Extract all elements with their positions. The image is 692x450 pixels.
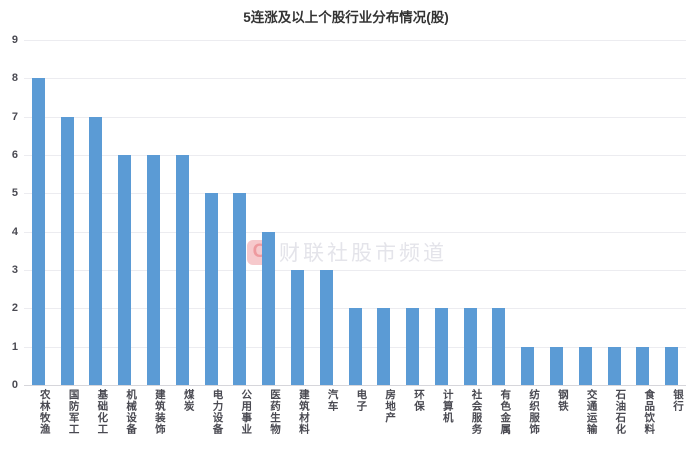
bar xyxy=(31,78,45,385)
plot-area xyxy=(24,40,686,386)
x-axis-category-label: 公用事业 xyxy=(240,389,253,435)
bar xyxy=(348,308,362,385)
x-axis-category-label: 农林牧渔 xyxy=(38,389,51,435)
bar xyxy=(665,346,679,385)
bar xyxy=(204,193,218,385)
bar xyxy=(60,116,74,385)
bar xyxy=(463,308,477,385)
x-axis-category-label: 环保 xyxy=(412,389,425,412)
bar xyxy=(607,346,621,385)
x-axis-category-label: 煤炭 xyxy=(182,389,195,412)
y-axis-tick-label: 0 xyxy=(11,379,18,391)
bar xyxy=(406,308,420,385)
y-axis-tick-label: 3 xyxy=(11,264,18,276)
y-axis-tick-label: 7 xyxy=(11,110,18,123)
bar xyxy=(319,270,333,385)
watermark: C 财联社股市频道 xyxy=(247,237,447,267)
y-axis-tick-label: 2 xyxy=(11,302,18,315)
bar xyxy=(262,231,276,385)
gridline xyxy=(24,40,686,41)
gridline xyxy=(24,78,686,80)
y-axis-tick-label: 5 xyxy=(11,187,18,200)
x-axis-category-label: 有色金属 xyxy=(499,389,512,435)
x-axis-category-label: 计算机 xyxy=(441,389,454,424)
bar xyxy=(636,346,650,385)
y-axis-tick-label: 6 xyxy=(11,149,18,161)
gridline xyxy=(24,270,686,271)
x-axis-category-label: 汽车 xyxy=(326,389,339,412)
bar xyxy=(147,155,161,385)
bar xyxy=(89,116,103,385)
x-axis-category-label: 基础化工 xyxy=(96,389,109,435)
gridline xyxy=(24,116,686,118)
y-axis-tick-label: 9 xyxy=(11,34,18,46)
x-axis-category-label: 建筑材料 xyxy=(297,389,310,435)
bar xyxy=(578,346,592,385)
y-axis-tick-label: 8 xyxy=(11,72,18,85)
gridline xyxy=(24,231,686,233)
x-axis-category-label: 电子 xyxy=(355,389,368,412)
gridline xyxy=(24,155,686,156)
x-axis-category-label: 房地产 xyxy=(384,389,397,424)
y-axis-tick-label: 4 xyxy=(11,225,18,238)
watermark-text: 财联社股市频道 xyxy=(279,242,447,265)
x-axis-category-label: 医药生物 xyxy=(269,389,282,435)
bar xyxy=(492,308,506,385)
x-axis-category-label: 建筑装饰 xyxy=(153,389,166,435)
bar xyxy=(377,308,391,385)
x-axis-category-label: 纺织服饰 xyxy=(528,389,541,435)
x-axis-category-label: 机械设备 xyxy=(125,389,138,435)
bar xyxy=(290,270,304,385)
bar xyxy=(118,155,132,385)
x-axis-category-label: 社会服务 xyxy=(470,389,483,435)
bar xyxy=(434,308,448,385)
bar xyxy=(233,193,247,385)
bar xyxy=(521,346,535,385)
x-axis-category-label: 银行 xyxy=(671,389,684,412)
x-axis-line xyxy=(24,385,686,386)
y-axis-tick-label: 1 xyxy=(11,340,18,353)
x-axis-category-label: 电力设备 xyxy=(211,389,224,435)
chart-title: 5连涨及以上个股行业分布情况(股) xyxy=(243,10,449,25)
x-axis-category-label: 钢铁 xyxy=(556,389,569,412)
x-axis-category-label: 石油石化 xyxy=(614,389,627,435)
x-axis: 农林牧渔 国防军工 基础化工 机械设备 建筑装饰 煤炭 电力设备 公用事业 医药生物 建筑材料 汽车… xyxy=(24,389,686,449)
bar xyxy=(175,155,189,385)
x-axis-category-label: 国防军工 xyxy=(67,389,80,435)
x-axis-category-label: 交通运输 xyxy=(585,389,598,435)
gridline xyxy=(24,193,686,195)
x-axis-category-label: 食品饮料 xyxy=(643,389,656,435)
bar xyxy=(549,346,563,385)
y-axis: 0 1 2 3 4 5 6 7 8 9 xyxy=(0,34,20,391)
